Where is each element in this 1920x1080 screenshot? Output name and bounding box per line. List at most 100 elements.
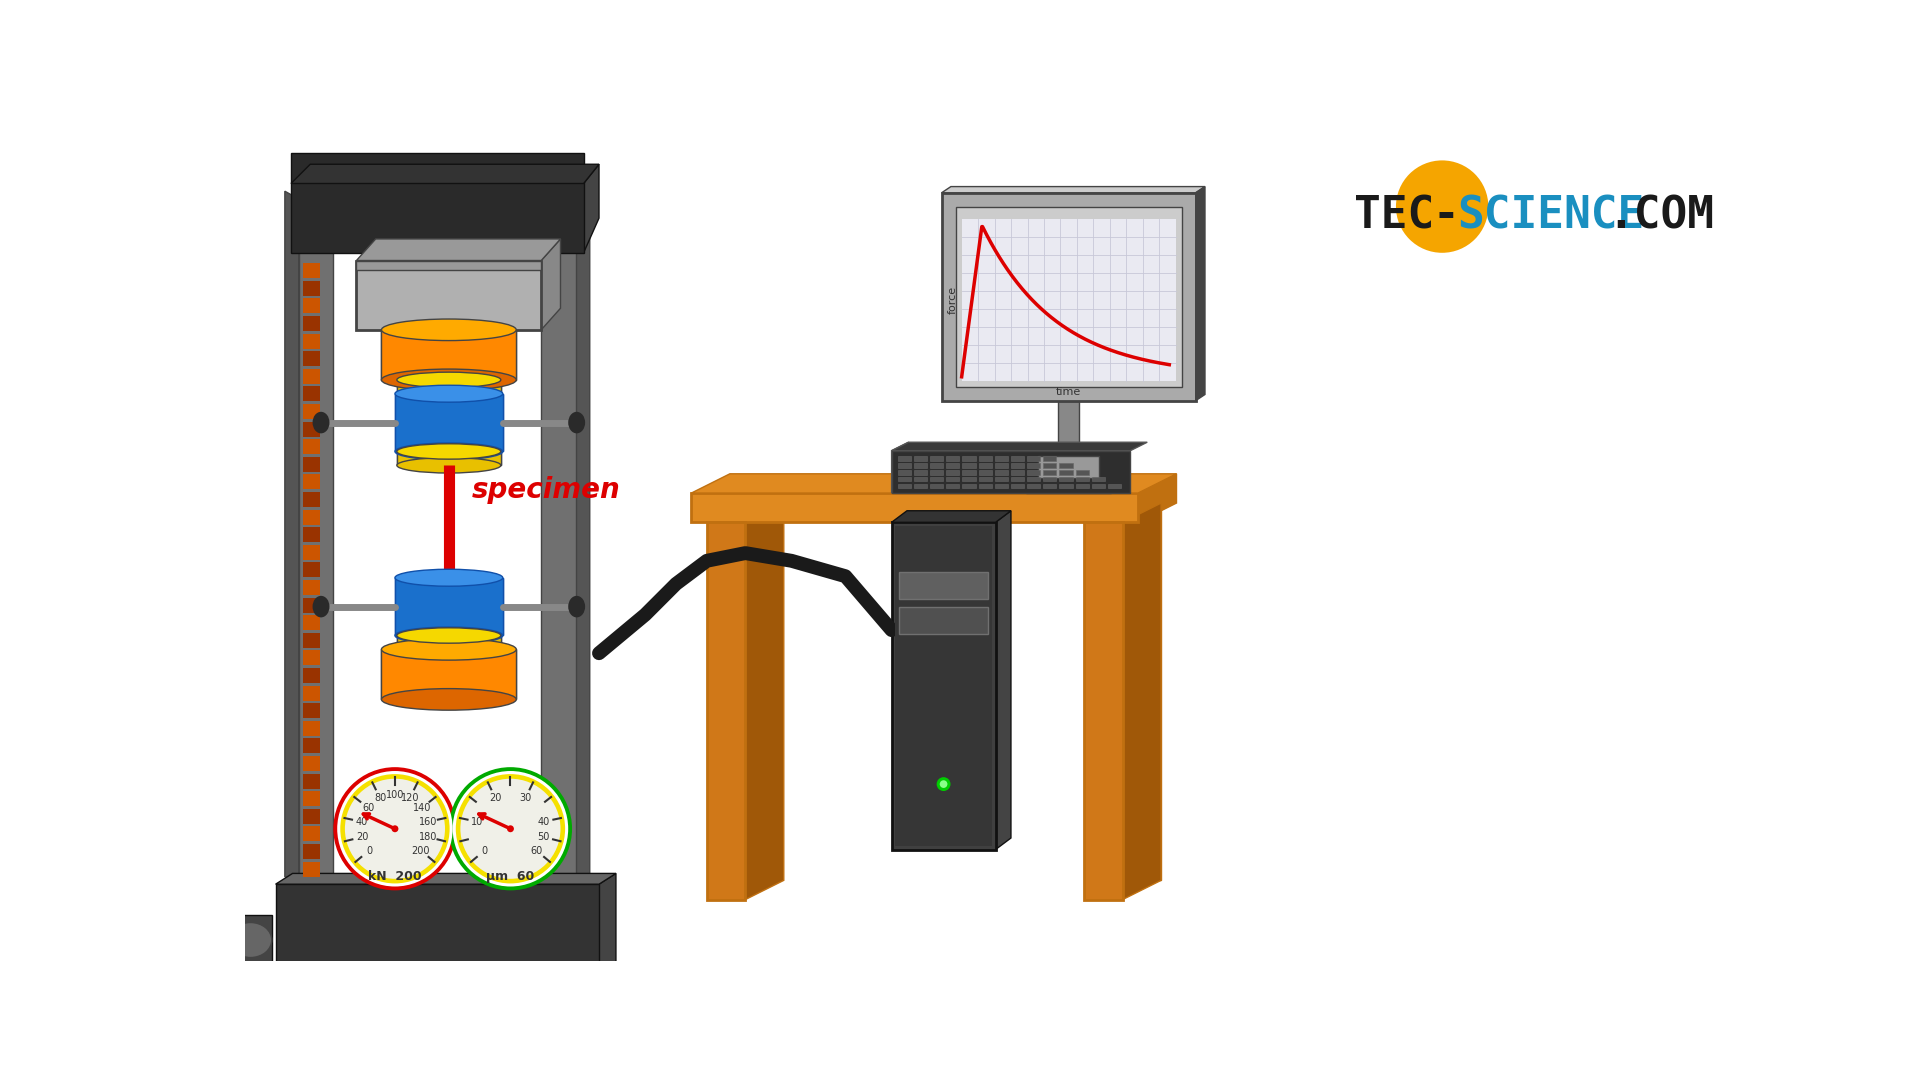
Bar bbox=[995, 470, 1008, 474]
Ellipse shape bbox=[313, 411, 330, 433]
Polygon shape bbox=[691, 474, 1177, 494]
Text: 0: 0 bbox=[367, 846, 372, 855]
Bar bbox=[303, 404, 321, 419]
Bar bbox=[899, 572, 989, 599]
Ellipse shape bbox=[461, 779, 561, 879]
Bar bbox=[303, 527, 321, 542]
Bar bbox=[929, 470, 943, 474]
Bar bbox=[995, 456, 1008, 461]
Bar bbox=[914, 484, 927, 488]
Bar bbox=[303, 843, 321, 859]
Bar bbox=[225, 924, 232, 928]
Bar bbox=[947, 470, 960, 474]
Text: 100: 100 bbox=[386, 789, 403, 800]
Bar bbox=[397, 635, 501, 649]
Ellipse shape bbox=[939, 780, 947, 788]
Polygon shape bbox=[284, 191, 300, 885]
Bar bbox=[995, 463, 1008, 468]
Bar bbox=[303, 264, 321, 278]
Bar bbox=[303, 792, 321, 806]
Bar bbox=[1092, 477, 1104, 482]
Bar bbox=[225, 949, 232, 953]
Bar bbox=[947, 477, 960, 482]
Bar bbox=[300, 199, 334, 885]
Ellipse shape bbox=[455, 774, 564, 883]
Ellipse shape bbox=[382, 689, 516, 711]
Text: 50: 50 bbox=[538, 832, 549, 842]
Polygon shape bbox=[599, 874, 616, 976]
Bar bbox=[1027, 463, 1041, 468]
Polygon shape bbox=[541, 239, 561, 329]
Bar bbox=[962, 219, 1175, 380]
Bar bbox=[303, 667, 321, 683]
Bar bbox=[303, 387, 321, 402]
Bar bbox=[382, 649, 516, 700]
Ellipse shape bbox=[396, 569, 503, 586]
Bar bbox=[1012, 484, 1023, 488]
Bar bbox=[1123, 503, 1162, 880]
Polygon shape bbox=[996, 511, 1012, 850]
Bar bbox=[1075, 484, 1089, 488]
Bar bbox=[962, 463, 975, 468]
Bar bbox=[1043, 470, 1056, 474]
Text: 30: 30 bbox=[518, 794, 532, 804]
Bar bbox=[228, 915, 273, 966]
Bar bbox=[1027, 470, 1041, 474]
Bar bbox=[303, 351, 321, 366]
Bar bbox=[225, 958, 232, 961]
Bar bbox=[1039, 456, 1100, 477]
Bar bbox=[225, 937, 232, 940]
Ellipse shape bbox=[382, 319, 516, 340]
Bar bbox=[303, 597, 321, 612]
Bar bbox=[891, 450, 1131, 494]
Bar bbox=[929, 484, 943, 488]
Ellipse shape bbox=[449, 767, 572, 890]
Bar bbox=[397, 380, 501, 394]
Text: 40: 40 bbox=[538, 816, 549, 826]
Ellipse shape bbox=[340, 774, 449, 883]
Text: 60: 60 bbox=[530, 846, 543, 855]
Bar bbox=[962, 484, 975, 488]
Bar bbox=[1092, 484, 1104, 488]
Text: .COM: .COM bbox=[1607, 194, 1715, 238]
Polygon shape bbox=[745, 503, 783, 900]
Bar bbox=[979, 470, 993, 474]
Bar bbox=[357, 260, 541, 329]
Bar bbox=[691, 494, 1139, 523]
Bar bbox=[1027, 477, 1041, 482]
Bar bbox=[225, 933, 232, 935]
Ellipse shape bbox=[937, 778, 950, 791]
Bar bbox=[1043, 477, 1056, 482]
Bar bbox=[303, 633, 321, 648]
Bar bbox=[947, 484, 960, 488]
Ellipse shape bbox=[392, 825, 399, 833]
Polygon shape bbox=[941, 187, 1206, 192]
Ellipse shape bbox=[397, 444, 501, 459]
Ellipse shape bbox=[346, 779, 445, 879]
Polygon shape bbox=[891, 442, 1148, 450]
Bar bbox=[397, 451, 501, 465]
Bar bbox=[1060, 477, 1073, 482]
Bar bbox=[1012, 470, 1023, 474]
Bar bbox=[899, 484, 910, 488]
Bar bbox=[303, 703, 321, 718]
Bar bbox=[1075, 477, 1089, 482]
Bar bbox=[1075, 470, 1089, 474]
Bar bbox=[1058, 401, 1079, 474]
Bar bbox=[303, 474, 321, 489]
Ellipse shape bbox=[1396, 161, 1488, 253]
Ellipse shape bbox=[568, 596, 586, 618]
Bar bbox=[303, 686, 321, 701]
Text: TEC: TEC bbox=[1354, 194, 1434, 238]
Bar bbox=[303, 580, 321, 595]
Polygon shape bbox=[276, 874, 616, 885]
Bar bbox=[303, 650, 321, 665]
Bar bbox=[382, 649, 516, 700]
Bar bbox=[962, 477, 975, 482]
Bar bbox=[303, 298, 321, 313]
Bar bbox=[995, 477, 1008, 482]
Bar bbox=[962, 456, 975, 461]
Ellipse shape bbox=[397, 642, 501, 657]
Bar bbox=[397, 380, 501, 394]
Polygon shape bbox=[891, 442, 908, 494]
